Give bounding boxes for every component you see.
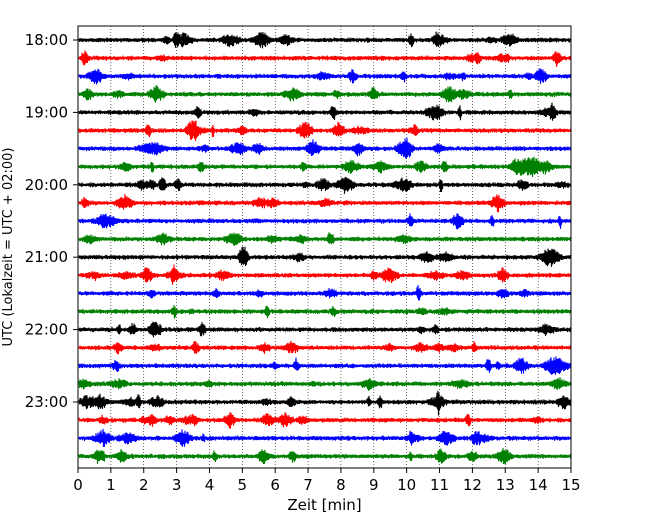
trace-2015 [78,193,572,213]
trace-1845 [78,85,572,103]
x-tick-label-9: 9 [369,476,379,494]
x-tick-label-6: 6 [270,476,280,494]
x-tick-label-12: 12 [463,476,482,494]
trace-1930 [78,137,572,159]
x-tick-label-8: 8 [336,476,346,494]
x-tick-label-4: 4 [205,476,215,494]
trace-2200 [78,321,572,338]
y-tick-label-18:00: 18:00 [25,31,68,49]
trace-2330 [78,428,572,447]
trace-2230 [78,356,572,375]
x-tick-label-2: 2 [139,476,149,494]
x-tick-label-10: 10 [397,476,416,494]
trace-1830 [78,68,572,85]
x-tick-label-5: 5 [238,476,248,494]
trace-1915 [78,120,572,142]
x-tick-label-14: 14 [529,476,548,494]
trace-2245 [78,377,572,391]
x-tick-label-11: 11 [430,476,449,494]
trace-1815 [78,50,572,67]
trace-1800 [78,31,572,49]
trace-2045 [78,232,572,246]
y-tick-label-20:00: 20:00 [25,176,68,194]
x-tick-label-0: 0 [73,476,83,494]
x-tick-label-1: 1 [106,476,116,494]
trace-2315 [78,412,572,429]
y-tick-label-22:00: 22:00 [25,321,68,339]
x-tick-label-15: 15 [561,476,580,494]
trace-2100 [78,246,572,267]
y-tick-label-21:00: 21:00 [25,248,68,266]
trace-2000 [78,176,572,194]
y-tick-label-23:00: 23:00 [25,393,68,411]
x-axis-label: Zeit [min] [287,496,361,514]
trace-2030 [78,213,572,230]
y-ticks: 18:00 19:00 20:00 21:00 22:00 23:00 [25,31,78,411]
trace-2115 [78,264,572,285]
x-tick-label-7: 7 [303,476,313,494]
plot-frame [77,25,572,469]
trace-2300 [78,390,572,416]
trace-layer [78,31,572,465]
x-tick-label-3: 3 [172,476,182,494]
trace-2345 [78,447,572,465]
y-axis-label: UTC (Lokalzeit = UTC + 02:00) [1,148,16,347]
trace-2130 [78,285,572,301]
x-tick-label-13: 13 [496,476,515,494]
trace-1945 [78,156,572,178]
y-tick-label-19:00: 19:00 [25,103,68,121]
x-ticks: 0 1 2 3 4 5 6 7 8 9 10 11 12 13 14 15 [73,468,581,494]
trace-2145 [78,305,572,319]
trace-2215 [78,340,572,355]
trace-1900 [78,102,572,121]
